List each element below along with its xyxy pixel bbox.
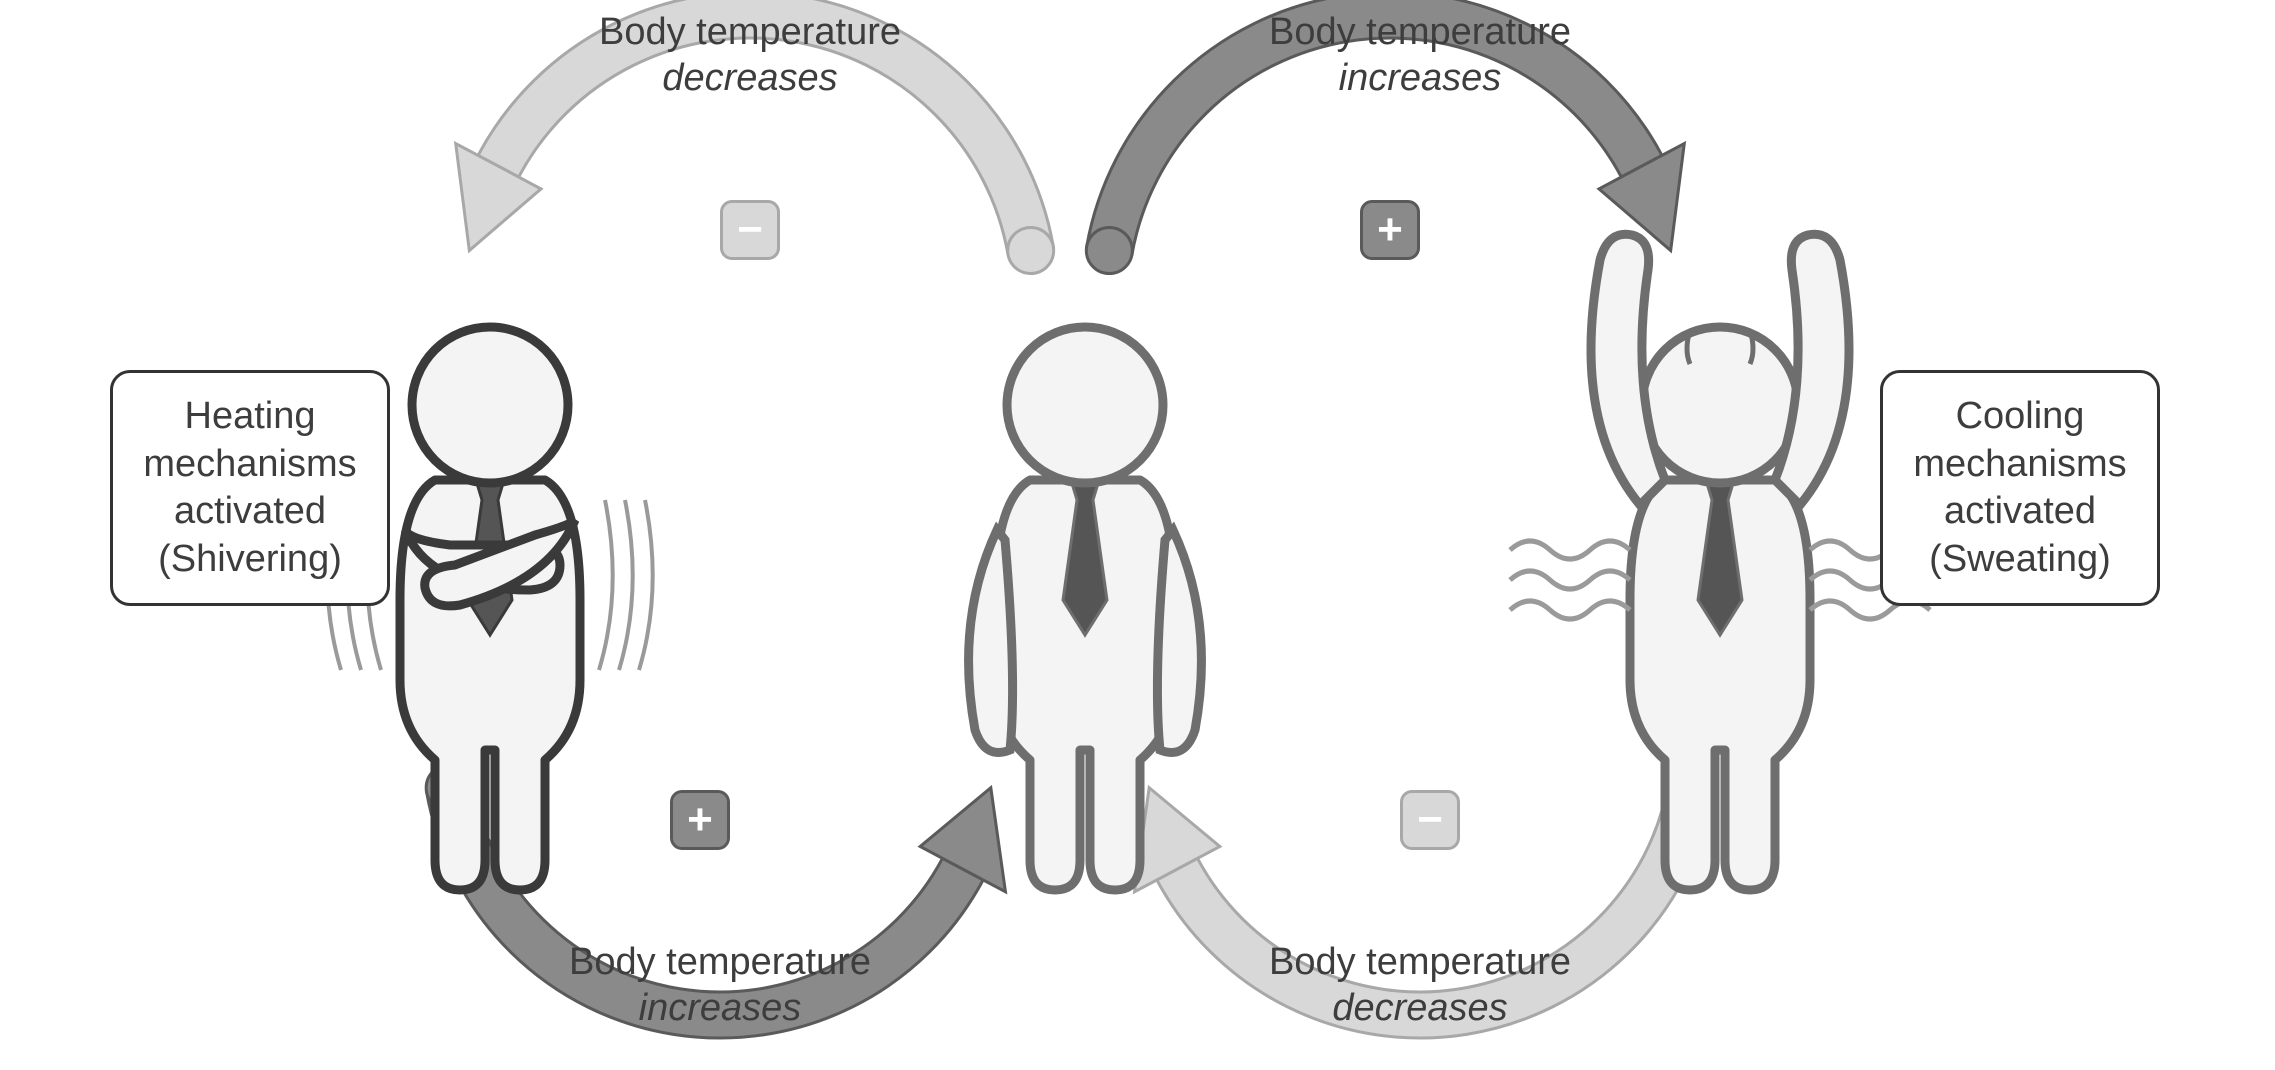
cooling-mechanisms-box: Cooling mechanisms activated (Sweating) <box>1880 370 2160 606</box>
figures-layer <box>327 234 1930 890</box>
label-line-italic: increases <box>530 986 910 1032</box>
label-line: Body temperature <box>530 940 910 986</box>
label-line: Body temperature <box>1230 940 1610 986</box>
label-top-left: Body temperature decreases <box>560 10 940 101</box>
label-line-italic: decreases <box>560 56 940 102</box>
label-line-italic: increases <box>1230 56 1610 102</box>
box-line: activated <box>174 490 326 532</box>
sign-glyph: + <box>687 795 713 845</box>
label-bottom-right: Body temperature decreases <box>1230 940 1610 1031</box>
box-line: mechanisms <box>1913 443 2126 485</box>
label-line-italic: decreases <box>1230 986 1610 1032</box>
heating-mechanisms-box: Heating mechanisms activated (Shivering) <box>110 370 390 606</box>
label-line: Body temperature <box>1230 10 1610 56</box>
box-line: (Sweating) <box>1929 538 2111 580</box>
box-line: (Shivering) <box>158 538 342 580</box>
box-line: Cooling <box>1956 395 2085 437</box>
sign-glyph: − <box>1417 795 1443 845</box>
label-line: Body temperature <box>560 10 940 56</box>
plus-badge-top-right: + <box>1360 200 1420 260</box>
label-bottom-left: Body temperature increases <box>530 940 910 1031</box>
box-line: Heating <box>185 395 316 437</box>
figure-sweat-icon <box>1510 234 1930 890</box>
minus-badge-top-left: − <box>720 200 780 260</box>
sign-glyph: − <box>737 205 763 255</box>
plus-badge-bottom-left: + <box>670 790 730 850</box>
minus-badge-bottom-right: − <box>1400 790 1460 850</box>
sign-glyph: + <box>1377 205 1403 255</box>
box-line: mechanisms <box>143 443 356 485</box>
label-top-right: Body temperature increases <box>1230 10 1610 101</box>
box-line: activated <box>1944 490 2096 532</box>
thermoregulation-diagram: Heating mechanisms activated (Shivering) Co… <box>0 0 2275 1070</box>
